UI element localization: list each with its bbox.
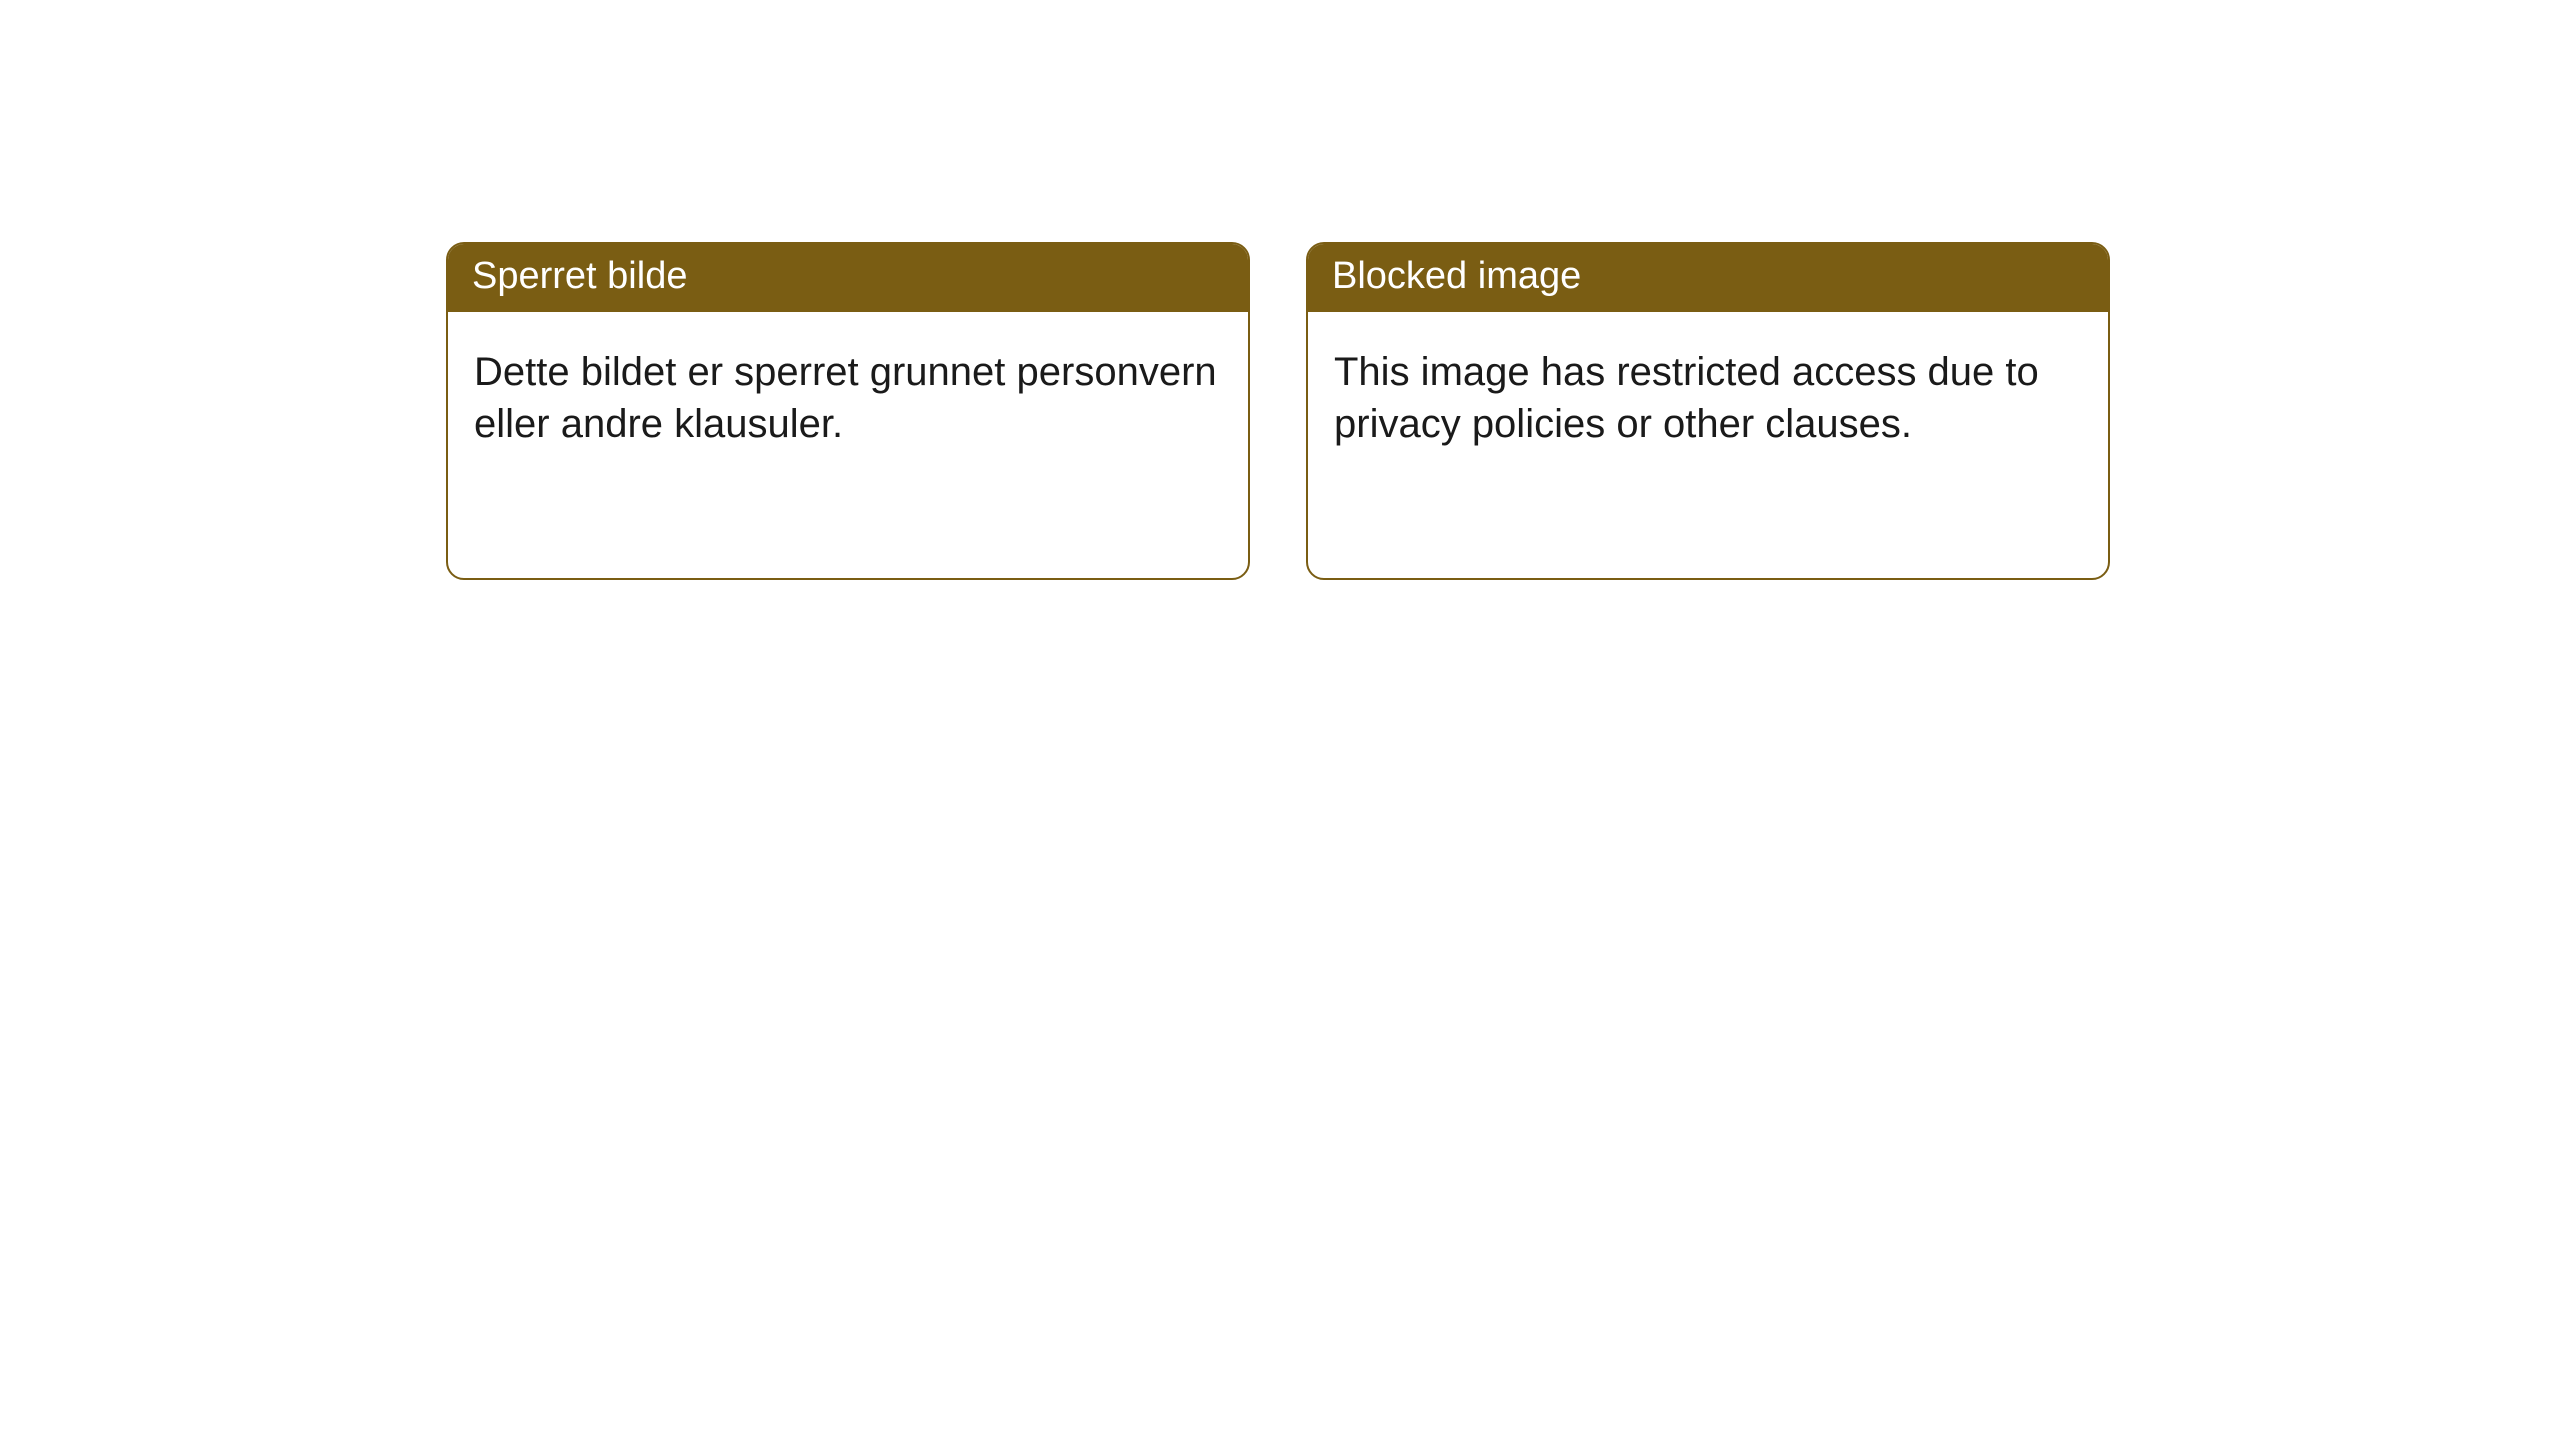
card-body-text: Dette bildet er sperret grunnet personve…: [448, 312, 1248, 486]
card-title: Sperret bilde: [448, 244, 1248, 312]
blocked-image-card-no: Sperret bilde Dette bildet er sperret gr…: [446, 242, 1250, 580]
card-title: Blocked image: [1308, 244, 2108, 312]
card-body-text: This image has restricted access due to …: [1308, 312, 2108, 486]
blocked-image-card-en: Blocked image This image has restricted …: [1306, 242, 2110, 580]
notice-container: Sperret bilde Dette bildet er sperret gr…: [0, 0, 2560, 580]
